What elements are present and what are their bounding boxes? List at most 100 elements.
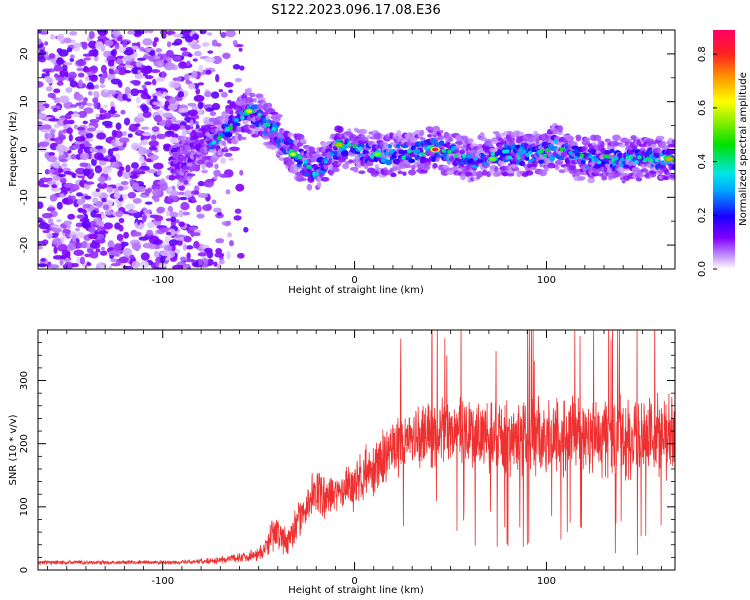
heatmap-noise-blob (196, 204, 202, 213)
heatmap-noise-blob (141, 132, 152, 136)
heatmap-noise-blob (183, 189, 193, 198)
heatmap-noise-blob (97, 176, 106, 183)
heatmap-noise-blob (118, 224, 124, 232)
heatmap-noise-blob (85, 132, 94, 139)
heatmap-halo-blob (663, 175, 670, 181)
heatmap-noise-blob (146, 95, 152, 100)
heatmap-noise-blob (57, 168, 64, 174)
heatmap-noise-blob (239, 65, 245, 71)
heatmap-noise-blob (224, 222, 230, 227)
heatmap-halo-blob (529, 166, 537, 171)
heatmap-noise-blob (99, 76, 105, 84)
heatmap-noise-blob (141, 84, 147, 89)
heatmap-noise-blob (93, 213, 103, 218)
heatmap-halo-blob (635, 177, 643, 182)
heatmap-noise-blob (201, 42, 210, 47)
heatmap-noise-blob (107, 59, 115, 67)
heatmap-noise-blob (93, 90, 98, 98)
heatmap-noise-blob (122, 193, 129, 200)
heatmap-halo-blob (632, 167, 639, 175)
heatmap-noise-blob (193, 50, 202, 57)
heatmap-core-blob (573, 156, 579, 161)
heatmap-core-blob (352, 144, 357, 149)
heatmap-noise-blob (130, 171, 141, 175)
heatmap-noise-blob (60, 40, 65, 44)
heatmap-noise-blob (163, 145, 172, 152)
heatmap-noise-blob (75, 232, 85, 239)
heatmap-halo-blob (252, 98, 257, 103)
heatmap-noise-blob (95, 113, 100, 118)
heatmap-noise-blob (238, 47, 243, 52)
colorbar-tick-label: 0.4 (697, 154, 708, 170)
heatmap-halo-blob (554, 164, 560, 171)
heatmap-noise-blob (48, 264, 60, 269)
heatmap-halo-blob (320, 176, 330, 182)
heatmap-core-blob (568, 150, 573, 155)
heatmap-noise-blob (78, 129, 88, 137)
heatmap-ridge-blob (385, 159, 393, 166)
heatmap-noise-blob (55, 144, 67, 153)
heatmap-noise-blob (83, 57, 92, 61)
heatmap-halo-blob (186, 136, 191, 143)
snr-ylabel: SNR (10 * v/v) (8, 414, 19, 485)
colorbar-tick-label: 0.8 (697, 46, 708, 62)
heatmap-halo-blob (274, 113, 283, 118)
heatmap-noise-blob (73, 124, 78, 130)
heatmap-core-blob (634, 160, 639, 165)
heatmap-noise-blob (68, 71, 77, 79)
heatmap-noise-blob (70, 153, 77, 160)
heatmap-noise-blob (67, 242, 76, 251)
heatmap-noise-blob (91, 190, 102, 198)
heatmap-halo-blob (600, 141, 605, 149)
heatmap-halo-blob (531, 160, 538, 168)
snr-ytick-label: 300 (19, 371, 30, 390)
heatmap-core-blob (421, 152, 426, 157)
heatmap-core-blob (527, 150, 533, 155)
heatmap-noise-blob (153, 197, 160, 203)
heatmap-noise-blob (137, 146, 148, 156)
heatmap-noise-blob (224, 152, 233, 158)
heatmap-noise-blob (85, 181, 95, 185)
heatmap-noise-blob (197, 192, 209, 198)
heatmap-noise-blob (66, 223, 71, 230)
heatmap-halo-blob (480, 136, 487, 142)
heatmap-noise-blob (153, 115, 163, 123)
heatmap-noise-blob (129, 178, 135, 185)
heatmap-halo-blob (287, 159, 295, 166)
colorbar-tick-label: 0.6 (697, 100, 708, 116)
heatmap-noise-blob (111, 147, 120, 152)
heatmap-noise-blob (145, 158, 152, 163)
heatmap-noise-blob (132, 231, 142, 237)
heatmap-core-blob (257, 112, 262, 117)
heatmap-noise-blob (122, 131, 128, 136)
heatmap-noise-blob (228, 146, 240, 152)
heatmap-halo-blob (459, 149, 466, 155)
heatmap-noise-blob (112, 30, 121, 37)
heatmap-noise-blob (99, 84, 106, 89)
spectrogram-ylabel: Frequency (Hz) (8, 111, 19, 187)
heatmap-noise-blob (202, 204, 212, 212)
heatmap-halo-blob (359, 128, 368, 135)
heatmap-halo-blob (539, 169, 547, 177)
heatmap-noise-blob (199, 264, 209, 268)
heatmap-noise-blob (142, 111, 152, 118)
spectrogram-ytick-label: 20 (19, 48, 30, 61)
heatmap-noise-blob (56, 219, 62, 223)
heatmap-halo-blob (479, 132, 486, 137)
heatmap-noise-blob (135, 96, 141, 104)
heatmap-noise-blob (150, 134, 157, 142)
heatmap-noise-blob (198, 64, 204, 73)
heatmap-halo-blob (222, 140, 227, 147)
heatmap-noise-blob (137, 112, 143, 119)
heatmap-halo-blob (408, 169, 417, 176)
heatmap-noise-blob (97, 154, 104, 160)
heatmap-noise-blob (48, 118, 60, 122)
heatmap-noise-blob (94, 165, 103, 174)
heatmap-noise-blob (95, 248, 101, 253)
heatmap-noise-blob (40, 129, 50, 133)
heatmap-halo-blob (495, 133, 502, 137)
heatmap-noise-blob (115, 58, 124, 65)
heatmap-noise-blob (218, 89, 224, 93)
